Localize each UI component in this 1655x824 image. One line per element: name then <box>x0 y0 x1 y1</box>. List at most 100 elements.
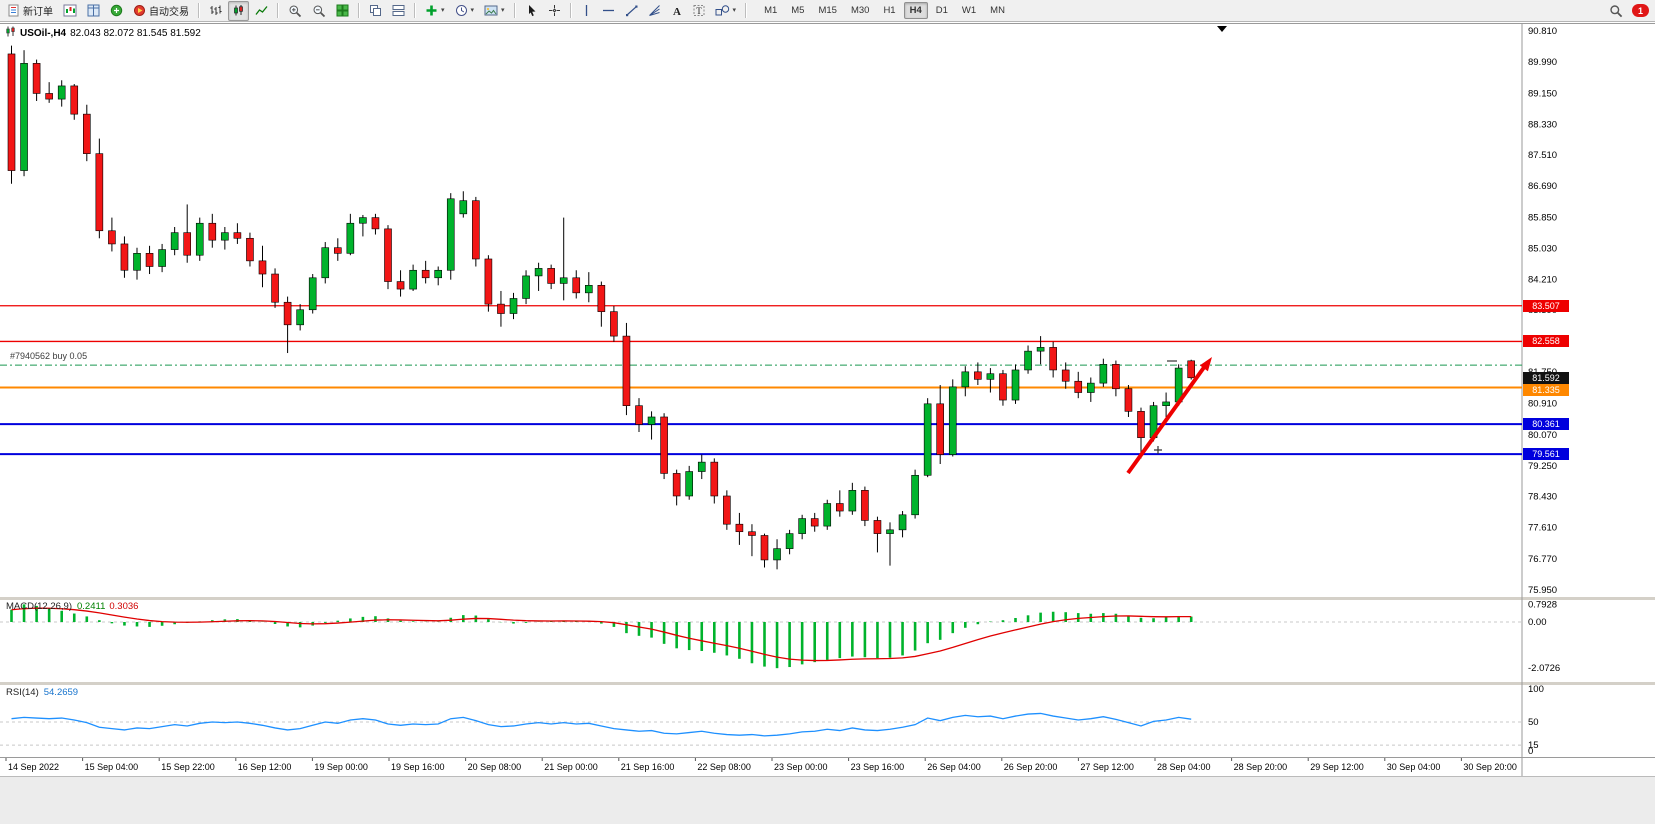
market-watch-icon <box>87 4 100 17</box>
candlestick-icon <box>232 4 245 17</box>
macd-main-value: 0.2411 <box>77 601 106 612</box>
rsi-indicator-label: RSI(14) 54.2659 <box>6 687 78 698</box>
axes: 90.810 89.990 89.150 88.330 87.510 86.690 85.8… <box>5 26 1560 772</box>
price-tick-label: 79.250 <box>1528 461 1557 472</box>
tile-windows-button[interactable] <box>332 1 353 21</box>
toolbar-separator <box>277 3 279 18</box>
toolbar: 新订单 自动交易 <box>0 0 1655 22</box>
time-tick-label: 16 Sep 12:00 <box>238 762 292 772</box>
tile-windows-icon <box>336 4 349 17</box>
candlesticks <box>7 45 1195 570</box>
price-badge: 81.335 <box>1523 384 1569 397</box>
timeframe-w1-button[interactable]: W1 <box>961 5 977 16</box>
horizontal-line-icon <box>602 4 615 17</box>
macd-signal-value: 0.3036 <box>109 601 139 612</box>
price-tick-label: 78.430 <box>1528 492 1557 503</box>
rsi-pane <box>11 712 1192 737</box>
svg-text:T: T <box>696 6 702 16</box>
notification-badge[interactable]: 1 <box>1632 4 1649 17</box>
search-button[interactable] <box>1605 1 1627 21</box>
periods-button[interactable]: ▾ <box>451 1 479 21</box>
timeframe-mn-button[interactable]: MN <box>990 5 1005 16</box>
chart-shift-marker <box>1217 26 1227 32</box>
indicator-level-lines <box>0 621 1522 746</box>
shapes-icon <box>715 4 730 17</box>
fibonacci-button[interactable] <box>644 1 665 21</box>
autotrading-label: 自动交易 <box>149 7 189 18</box>
timeframe-m15-button[interactable]: M15 <box>818 5 837 16</box>
tile-horizontal-icon <box>392 4 405 17</box>
chevron-down-icon: ▾ <box>732 7 737 14</box>
price-tick-label: 88.330 <box>1528 119 1557 130</box>
price-tick-label: 75.950 <box>1528 585 1557 596</box>
candlestick-chart-button[interactable] <box>228 0 249 21</box>
vertical-line-button[interactable] <box>577 1 596 21</box>
cursor-button[interactable] <box>521 1 542 21</box>
toolbar-separator <box>569 3 572 18</box>
market-watch-button[interactable] <box>83 1 104 21</box>
tile-horizontal-button[interactable] <box>388 1 409 21</box>
toolbar-right-group: 1 <box>1604 1 1653 21</box>
templates-button[interactable]: ▾ <box>480 1 509 21</box>
rsi-value: 54.2659 <box>43 687 79 698</box>
fibonacci-icon <box>648 4 661 17</box>
timeframe-group: M1 M5 M15 M30 H1 H4 D1 W1 MN <box>757 2 1012 19</box>
annotations[interactable] <box>1126 26 1227 475</box>
price-badge: 82.558 <box>1523 335 1569 348</box>
timeframe-h4-button[interactable]: H4 <box>903 2 928 19</box>
zoom-out-button[interactable] <box>308 1 330 21</box>
vertical-line-icon <box>581 4 592 17</box>
autotrading-button[interactable]: 自动交易 <box>129 1 193 21</box>
new-chart-button[interactable] <box>59 1 81 21</box>
shapes-button[interactable]: ▾ <box>711 1 741 21</box>
crosshair-button[interactable] <box>544 1 565 21</box>
toolbar-separator <box>745 3 748 18</box>
timeframe-m5-button[interactable]: M5 <box>791 5 805 16</box>
zoom-in-button[interactable] <box>284 1 306 21</box>
time-tick-label: 21 Sep 00:00 <box>544 762 598 772</box>
ohlc-bars-icon <box>209 4 222 17</box>
macd-scale-label: 0.00 <box>1528 617 1547 628</box>
horizontal-line-button[interactable] <box>598 1 619 21</box>
rsi-scale-label: 0 <box>1528 746 1533 757</box>
macd-scale-label: -2.0726 <box>1528 663 1560 674</box>
time-tick-label: 23 Sep 00:00 <box>774 762 828 772</box>
timeframe-d1-button[interactable]: D1 <box>935 5 948 16</box>
cascade-windows-button[interactable] <box>365 1 386 21</box>
text-label-button[interactable]: T <box>689 1 709 21</box>
time-tick-label: 26 Sep 04:00 <box>927 762 981 772</box>
text-button[interactable]: A <box>667 1 687 21</box>
price-tick-label: 85.850 <box>1528 213 1557 224</box>
new-order-button[interactable]: 新订单 <box>3 1 57 21</box>
bar-chart-button[interactable] <box>205 1 226 21</box>
horizontal-lines[interactable] <box>0 305 1522 456</box>
toolbar-separator <box>358 3 360 18</box>
rsi-scale-label: 15 <box>1528 740 1539 751</box>
time-tick-label: 23 Sep 16:00 <box>851 762 905 772</box>
time-tick-label: 21 Sep 16:00 <box>621 762 675 772</box>
timeframe-m30-button[interactable]: M30 <box>850 5 870 16</box>
new-order-label: 新订单 <box>23 7 53 18</box>
toolbar-separator <box>198 3 200 18</box>
timeframe-h1-button[interactable]: H1 <box>883 5 896 16</box>
indicators-button[interactable]: ▾ <box>421 1 449 21</box>
price-tick-label: 76.770 <box>1528 554 1557 565</box>
time-tick-label: 29 Sep 12:00 <box>1310 762 1364 772</box>
terminal-icon <box>110 4 123 17</box>
trendline-button[interactable] <box>621 1 642 21</box>
macd-indicator-label: MACD(12,26,9) 0.2411 0.3036 <box>6 601 138 612</box>
macd-pane <box>10 604 1193 669</box>
text-label-icon: T <box>693 4 705 17</box>
timeframe-m1-button[interactable]: M1 <box>764 5 778 16</box>
template-image-icon <box>484 4 498 17</box>
price-tick-label: 77.610 <box>1528 523 1557 534</box>
time-tick-label: 30 Sep 04:00 <box>1387 762 1441 772</box>
cascade-windows-icon <box>369 4 382 17</box>
terminal-button[interactable] <box>106 1 127 21</box>
time-tick-label: 15 Sep 22:00 <box>161 762 215 772</box>
zoom-out-icon <box>312 4 326 18</box>
time-tick-label: 15 Sep 04:00 <box>85 762 139 772</box>
macd-name: MACD(12,26,9) <box>6 601 72 612</box>
line-chart-button[interactable] <box>251 1 272 21</box>
